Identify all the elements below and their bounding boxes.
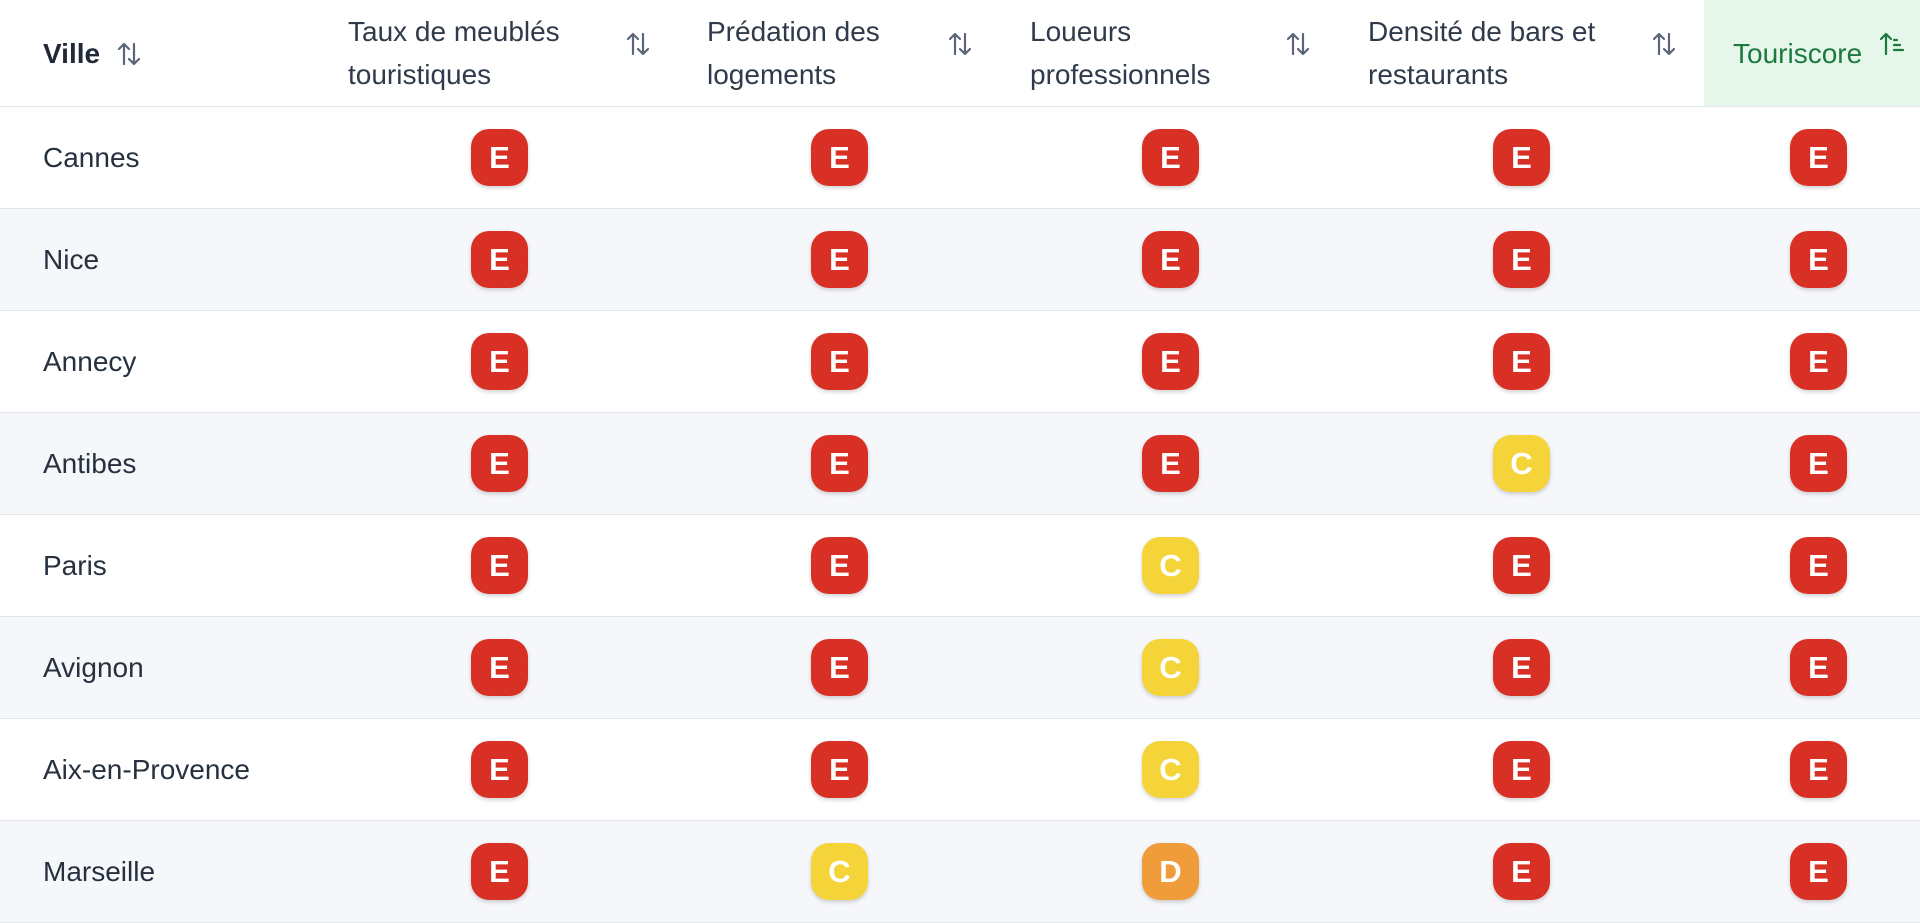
- city-name: Cannes: [43, 141, 140, 173]
- score-badge-touriscore: E: [1790, 231, 1847, 288]
- score-badge-densite: E: [1493, 333, 1550, 390]
- sort-ascending-icon[interactable]: [1875, 27, 1909, 61]
- column-header-label: Ville: [43, 37, 101, 69]
- column-header-predation[interactable]: Prédation des logements: [670, 0, 1005, 106]
- table-row: Marseille E C D E E: [0, 821, 1920, 923]
- city-name: Aix-en-Provence: [43, 753, 250, 785]
- score-badge-densite: E: [1493, 537, 1550, 594]
- score-badge-loueurs: C: [1142, 639, 1199, 696]
- score-badge-taux-meubles: E: [471, 435, 528, 492]
- city-name: Avignon: [43, 651, 144, 683]
- column-header-label: Loueurs professionnels: [1030, 10, 1211, 96]
- score-badge-predation: E: [811, 129, 868, 186]
- score-badge-predation: E: [811, 537, 868, 594]
- table-row: Paris E E C E E: [0, 515, 1920, 617]
- score-badge-taux-meubles: E: [471, 843, 528, 900]
- header-line: Prédation des: [707, 16, 880, 47]
- header-line: restaurants: [1368, 59, 1509, 90]
- city-name: Nice: [43, 243, 100, 275]
- column-header-label: Prédation des logements: [707, 10, 880, 96]
- column-header-touriscore[interactable]: Touriscore: [1704, 0, 1920, 106]
- column-header-loueurs[interactable]: Loueurs professionnels: [1005, 0, 1340, 106]
- score-badge-touriscore: E: [1790, 843, 1847, 900]
- score-badge-predation: E: [811, 639, 868, 696]
- score-badge-densite: E: [1493, 843, 1550, 900]
- city-name: Marseille: [43, 855, 156, 887]
- score-badge-densite: E: [1493, 231, 1550, 288]
- city-name: Annecy: [43, 345, 137, 377]
- table-row: Avignon E E C E E: [0, 617, 1920, 719]
- score-badge-loueurs: D: [1142, 843, 1199, 900]
- header-line: touristiques: [348, 59, 492, 90]
- city-name: Paris: [43, 549, 107, 581]
- table-body: Cannes E E E E E Nice E E E E E Annecy E E E E E Antibes E E…: [0, 107, 1920, 923]
- score-badge-predation: E: [811, 741, 868, 798]
- column-header-label: Taux de meublés touristiques: [348, 10, 560, 96]
- header-line: logements: [707, 59, 837, 90]
- score-badge-taux-meubles: E: [471, 333, 528, 390]
- score-badge-taux-meubles: E: [471, 741, 528, 798]
- header-line: Loueurs: [1030, 16, 1132, 47]
- column-header-ville[interactable]: Ville: [0, 0, 310, 106]
- column-header-label: Densité de bars et restaurants: [1368, 10, 1595, 96]
- table-row: Cannes E E E E E: [0, 107, 1920, 209]
- score-badge-touriscore: E: [1790, 435, 1847, 492]
- score-badge-densite: E: [1493, 639, 1550, 696]
- score-badge-densite: C: [1493, 435, 1550, 492]
- sort-arrows-icon[interactable]: [1281, 27, 1315, 61]
- header-line: professionnels: [1030, 59, 1211, 90]
- score-badge-touriscore: E: [1790, 333, 1847, 390]
- score-badge-predation: E: [811, 435, 868, 492]
- column-header-densite[interactable]: Densité de bars et restaurants: [1340, 0, 1704, 106]
- score-badge-densite: E: [1493, 741, 1550, 798]
- score-badge-touriscore: E: [1790, 741, 1847, 798]
- score-badge-taux-meubles: E: [471, 231, 528, 288]
- table-row: Aix-en-Provence E E C E E: [0, 719, 1920, 821]
- score-badge-densite: E: [1493, 129, 1550, 186]
- sort-arrows-icon[interactable]: [1647, 27, 1681, 61]
- header-line: Taux de meublés: [348, 16, 560, 47]
- score-badge-taux-meubles: E: [471, 129, 528, 186]
- score-badge-loueurs: E: [1142, 231, 1199, 288]
- score-badge-touriscore: E: [1790, 537, 1847, 594]
- score-badge-predation: E: [811, 333, 868, 390]
- score-badge-loueurs: C: [1142, 741, 1199, 798]
- score-badge-touriscore: E: [1790, 639, 1847, 696]
- table-row: Antibes E E E C E: [0, 413, 1920, 515]
- score-badge-touriscore: E: [1790, 129, 1847, 186]
- sort-arrows-icon[interactable]: [943, 27, 977, 61]
- score-badge-predation: E: [811, 231, 868, 288]
- table-row: Annecy E E E E E: [0, 311, 1920, 413]
- column-header-taux-meubles[interactable]: Taux de meublés touristiques: [310, 0, 670, 106]
- score-badge-loueurs: C: [1142, 537, 1199, 594]
- table-row: Nice E E E E E: [0, 209, 1920, 311]
- score-badge-loueurs: E: [1142, 129, 1199, 186]
- column-header-label: Touriscore: [1733, 37, 1863, 69]
- score-badge-taux-meubles: E: [471, 639, 528, 696]
- score-badge-predation: C: [811, 843, 868, 900]
- header-line: Densité de bars et: [1368, 16, 1596, 47]
- score-badge-taux-meubles: E: [471, 537, 528, 594]
- table-header: Ville Taux de meublés touristiques: [0, 0, 1920, 107]
- score-badge-loueurs: E: [1142, 333, 1199, 390]
- city-name: Antibes: [43, 447, 137, 479]
- sort-arrows-icon[interactable]: [621, 27, 655, 61]
- sort-arrows-icon[interactable]: [112, 37, 146, 71]
- score-badge-loueurs: E: [1142, 435, 1199, 492]
